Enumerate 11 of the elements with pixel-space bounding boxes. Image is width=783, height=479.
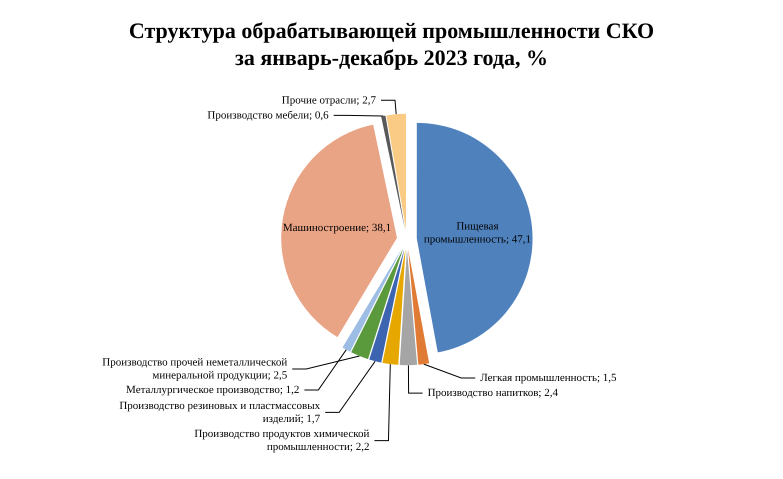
slice-label: Легкая промышленность; 1,5 — [480, 372, 618, 384]
slice-label: Производство продуктов химической промышленности; 2,2 — [194, 428, 370, 454]
slice-label: Производство мебели; 0,6 — [207, 109, 330, 122]
slice-label: Металлургическое производство; 1,2 — [126, 384, 300, 396]
slice-label: Пищевая промышленность; 47,1 — [424, 220, 532, 246]
slice-label: Производство резиновых и пластмассовых изделий; 1,7 — [119, 400, 321, 425]
slice-label: Производство прочей неметаллической минеральной продукции; 2,5 — [102, 356, 288, 382]
slice-label: Прочие отрасли; 2,7 — [282, 94, 376, 106]
slice-label: Машиностроение; 38,1 — [282, 222, 392, 234]
slice-label: Производство напитков; 2,4 — [428, 387, 558, 400]
chart-title: Структура обрабатывающей промышленности СКО за январь-декабрь 2023 года, % — [128, 18, 654, 70]
